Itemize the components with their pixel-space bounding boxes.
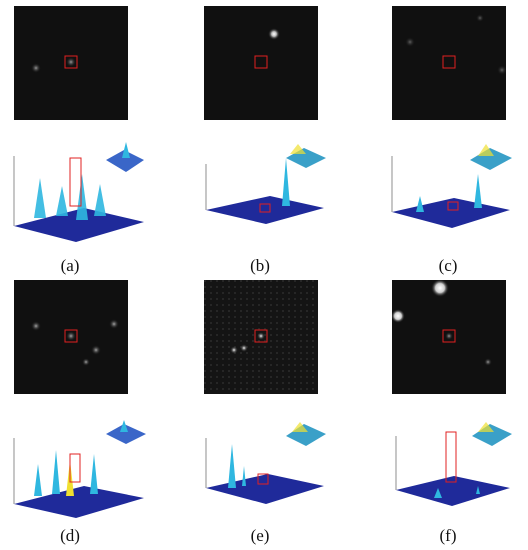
target-box	[254, 55, 268, 69]
panel-label-b: (b)	[250, 256, 270, 275]
target-box	[447, 201, 459, 211]
target-box	[64, 55, 78, 69]
panel-label-f: (f)	[439, 526, 457, 545]
panel-label-e: (e)	[250, 526, 270, 545]
infrared-image-e	[204, 280, 318, 394]
surface-plot-a	[6, 138, 152, 244]
infrared-image-b	[204, 6, 318, 120]
infrared-image-a	[14, 6, 128, 120]
target-box	[64, 329, 78, 343]
infrared-image-f	[392, 280, 506, 394]
target-box	[442, 55, 456, 69]
target-box	[445, 431, 457, 483]
target-box	[69, 453, 81, 483]
surface-plot-d	[6, 414, 152, 520]
surface-plot-c	[372, 138, 518, 244]
surface-plot-e	[186, 414, 332, 520]
panel-label-c: (c)	[438, 256, 458, 275]
panel-label-a: (a)	[60, 256, 80, 275]
surface-plot-f	[372, 414, 518, 520]
target-box	[259, 203, 271, 213]
infrared-image-c	[392, 6, 506, 120]
panel-label-d: (d)	[60, 526, 80, 545]
target-box	[69, 157, 82, 207]
target-box	[442, 329, 456, 343]
surface-plot-b	[186, 138, 332, 244]
target-box	[254, 329, 268, 343]
target-box	[257, 473, 269, 485]
infrared-image-d	[14, 280, 128, 394]
